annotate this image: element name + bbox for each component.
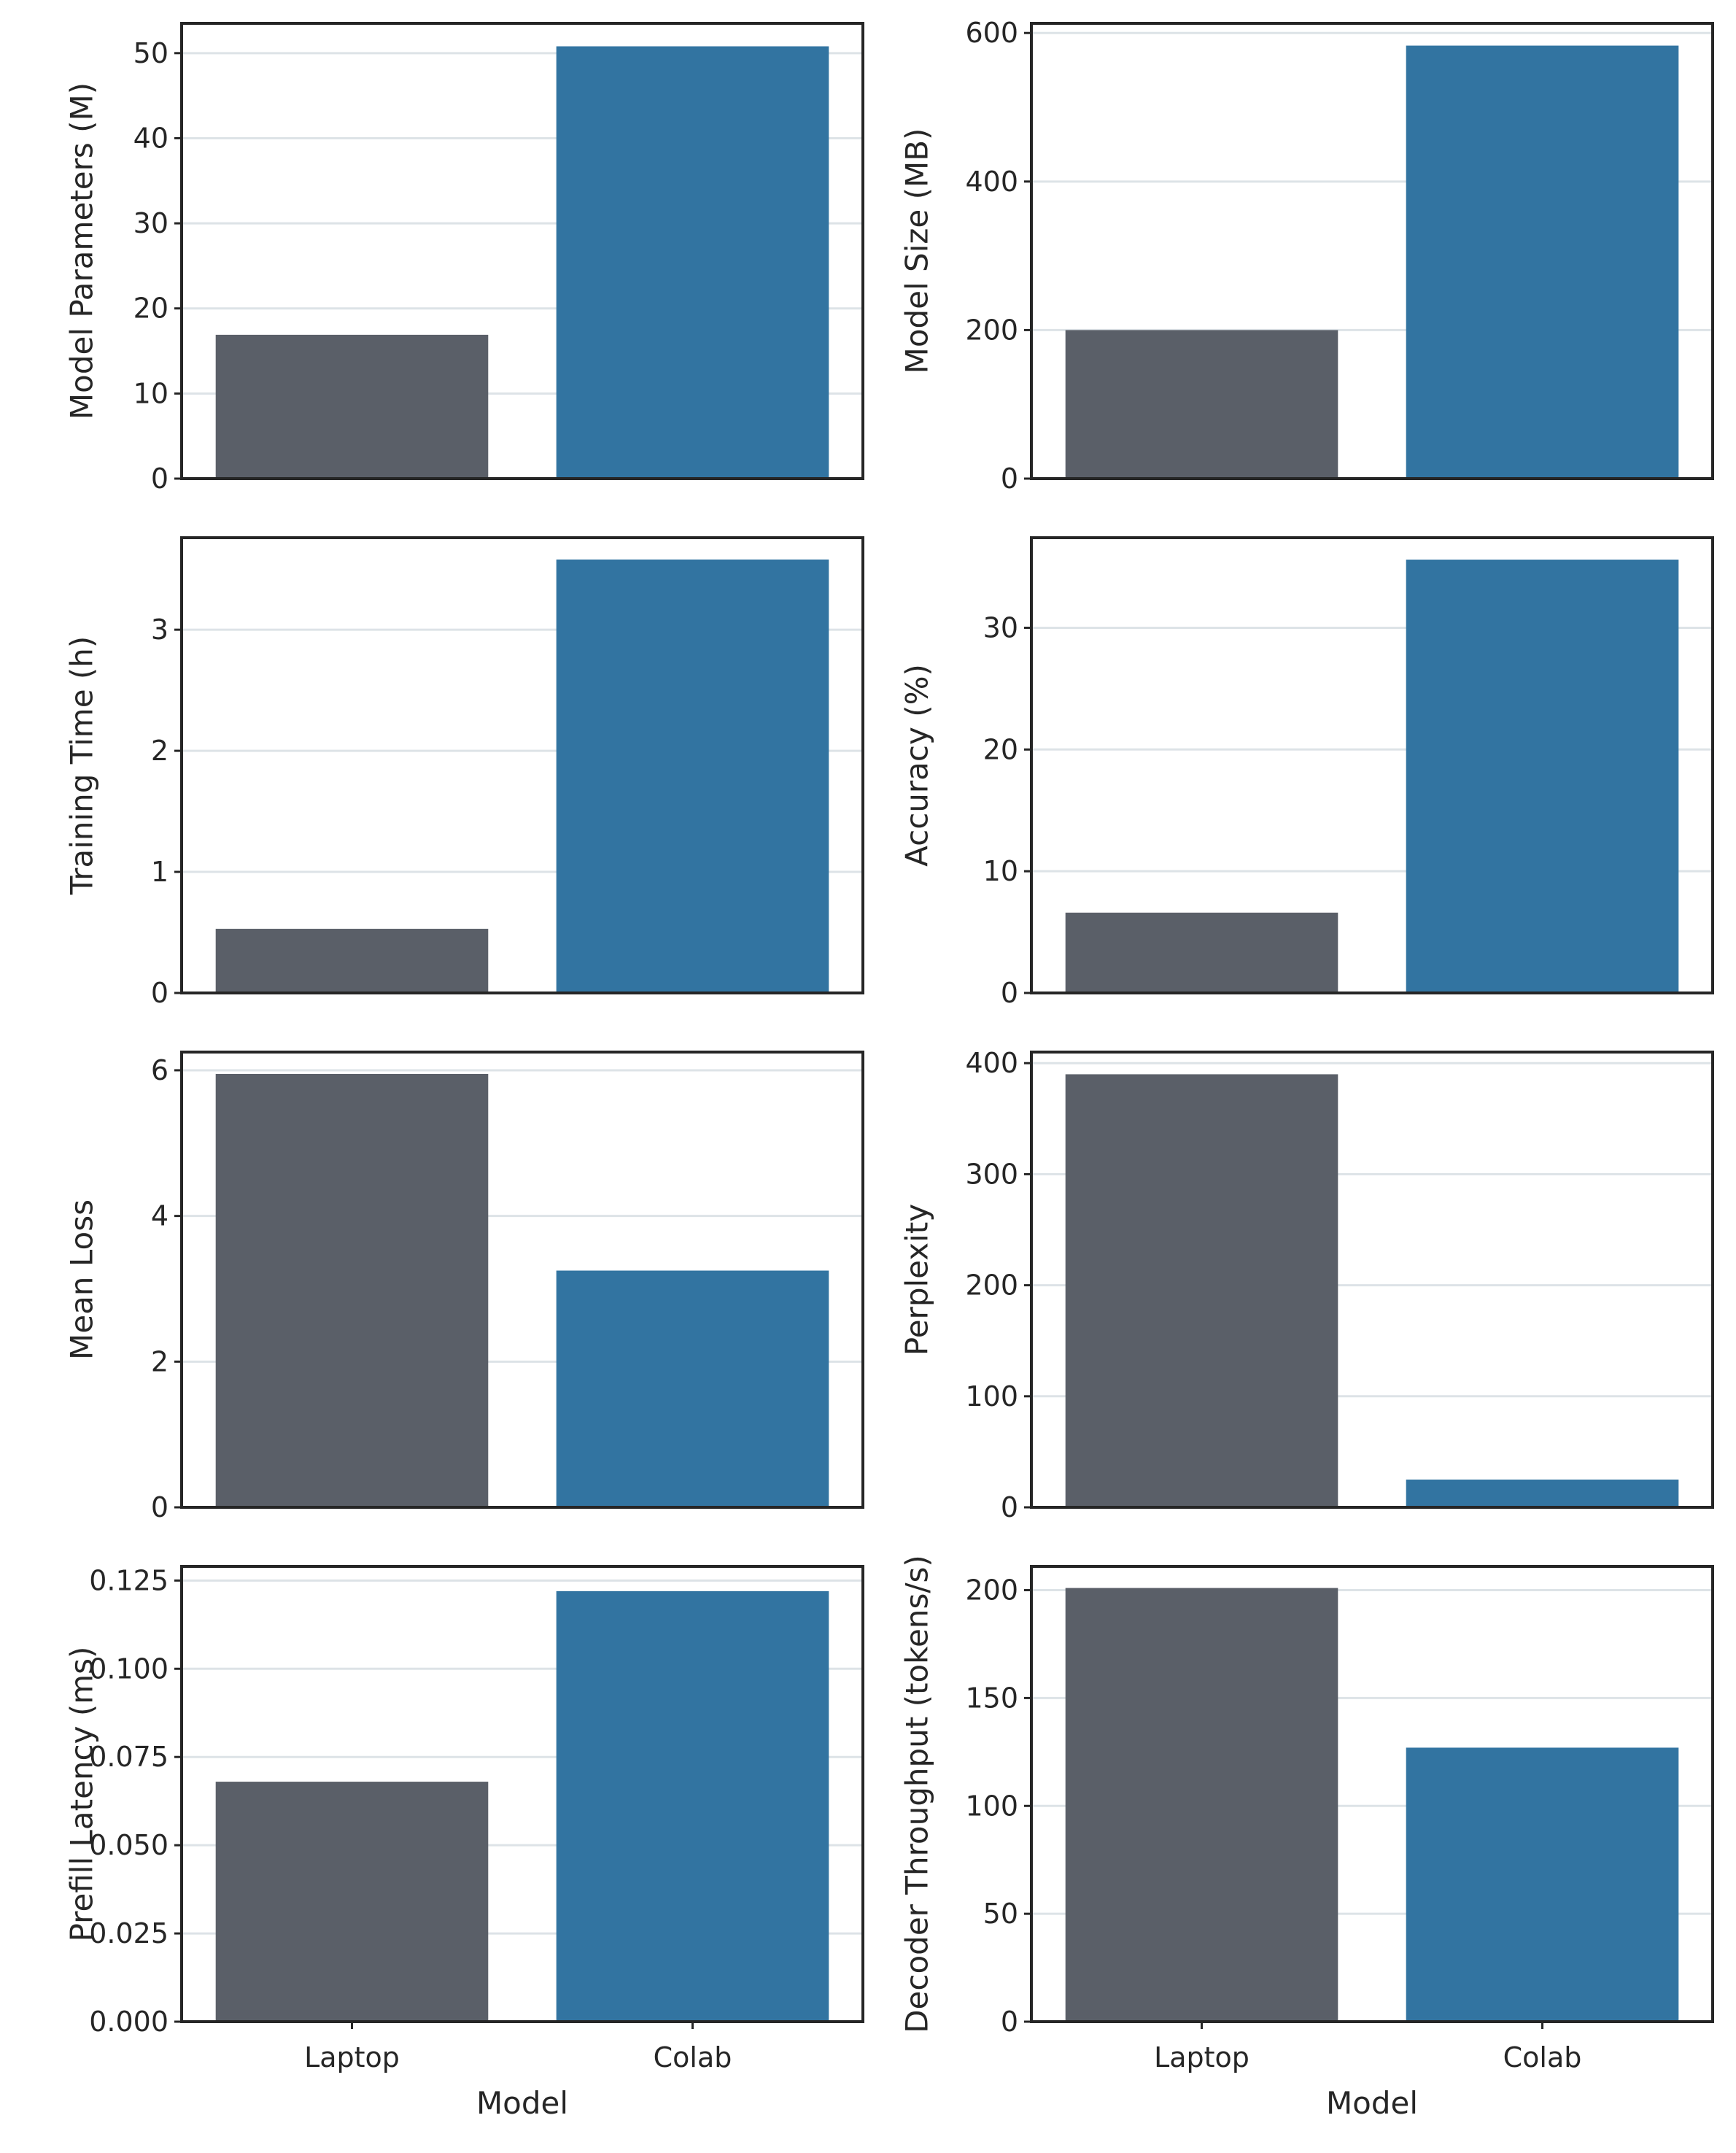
chart-panel-4: 0 10 20 30 Accuracy (%) [899, 536, 1714, 1009]
bar-laptop [215, 1073, 489, 1507]
y-tick-label: 50 [983, 1898, 1018, 1930]
chart-panel-7: 0.000 0.025 0.050 0.075 0.100 0.125 Prefill La… [64, 1564, 864, 2121]
axes-frame [180, 1051, 864, 1509]
y-axis-label: Prefill Latency (ms) [64, 1647, 100, 1942]
chart-panel-5: 0 2 4 6 Mean Loss [64, 1051, 864, 1523]
y-tick-label: 300 [965, 1158, 1018, 1190]
chart-panel-1: 0 10 20 30 40 50 Model Parameters (M) [64, 22, 864, 495]
y-tick-label: 3 [151, 614, 168, 646]
y-tick-label: 150 [965, 1682, 1018, 1714]
y-tick-label: 0.000 [89, 2006, 168, 2038]
y-axis-label: Decoder Throughput (tokens/s) [899, 1555, 935, 2033]
y-tick-label: 0 [1001, 463, 1018, 495]
bar-laptop [1065, 1588, 1338, 2022]
chart-panel-6: 0 100 200 300 400 Perplexity [899, 1047, 1714, 1523]
bar-colab [1406, 560, 1679, 993]
axes-frame [180, 22, 864, 480]
y-tick-label: 20 [133, 293, 168, 325]
y-axis-label: Perplexity [899, 1204, 935, 1356]
y-tick-label: 100 [965, 1380, 1018, 1412]
bar-colab [1406, 1747, 1679, 2022]
axes-frame [1030, 22, 1714, 480]
y-tick-label: 30 [983, 611, 1018, 643]
y-tick-label: 0 [151, 1491, 168, 1523]
y-tick-label: 400 [965, 166, 1018, 198]
x-tick-label: Laptop [1154, 2041, 1249, 2073]
x-tick-label: Colab [654, 2041, 732, 2073]
y-tick-label: 10 [133, 377, 168, 409]
y-axis-label: Model Size (MB) [899, 128, 935, 374]
y-tick-label: 0 [151, 463, 168, 495]
y-tick-label: 0.125 [89, 1564, 168, 1596]
chart-panel-2: 0 200 400 600 Model Size (MB) [899, 17, 1714, 495]
y-tick-label: 20 [983, 733, 1018, 765]
y-tick-label: 2 [151, 1345, 168, 1377]
chart-panel-8: 0 50 100 150 200 Decoder Throughput (tokens/s… [899, 1555, 1714, 2121]
y-tick-label: 40 [133, 122, 168, 154]
y-tick-label: 100 [965, 1790, 1018, 1822]
y-axis-label: Model Parameters (M) [64, 82, 100, 420]
y-tick-label: 2 [151, 735, 168, 767]
y-tick-label: 0 [1001, 1491, 1018, 1523]
y-tick-label: 0 [151, 977, 168, 1009]
x-axis-label: Model [1326, 2085, 1418, 2121]
bar-laptop [215, 334, 489, 479]
axes-frame [180, 1565, 864, 2023]
bar-laptop [215, 929, 489, 993]
y-tick-label: 400 [965, 1047, 1018, 1079]
bar-laptop [1065, 1074, 1338, 1507]
bar-colab [556, 46, 829, 479]
y-tick-label: 50 [133, 37, 168, 69]
bar-colab [556, 1270, 829, 1507]
x-axis-label: Model [476, 2085, 568, 2121]
y-tick-label: 200 [965, 1269, 1018, 1302]
y-axis-label: Accuracy (%) [899, 664, 935, 867]
bar-laptop [1065, 912, 1338, 993]
y-tick-label: 200 [965, 1574, 1018, 1607]
x-tick-label: Colab [1503, 2041, 1582, 2073]
axes-frame [1030, 1051, 1714, 1509]
y-tick-label: 6 [151, 1054, 168, 1086]
y-tick-label: 0.100 [89, 1653, 168, 1685]
bar-colab [556, 559, 829, 993]
y-tick-label: 200 [965, 314, 1018, 346]
axes-frame [1030, 536, 1714, 994]
y-tick-label: 4 [151, 1200, 168, 1232]
y-tick-label: 0 [1001, 2006, 1018, 2038]
y-tick-label: 10 [983, 855, 1018, 887]
y-tick-label: 0.075 [89, 1741, 168, 1773]
y-tick-label: 0.025 [89, 1917, 168, 1949]
bar-colab [1406, 45, 1679, 479]
y-tick-label: 30 [133, 207, 168, 239]
x-tick-label: Laptop [304, 2041, 400, 2073]
bar-laptop [215, 1782, 489, 2022]
bar-colab [1406, 1479, 1679, 1507]
y-tick-label: 600 [965, 17, 1018, 49]
y-tick-label: 0 [1001, 977, 1018, 1009]
axes-frame [180, 536, 864, 994]
axes-frame [1030, 1565, 1714, 2023]
y-tick-label: 1 [151, 856, 168, 888]
y-axis-label: Mean Loss [64, 1199, 100, 1360]
y-tick-label: 0.050 [89, 1829, 168, 1861]
chart-panel-3: 0 1 2 3 Training Time (h) [64, 536, 864, 1009]
bar-colab [556, 1590, 829, 2022]
y-axis-label: Training Time (h) [64, 636, 100, 896]
bar-laptop [1065, 330, 1338, 479]
